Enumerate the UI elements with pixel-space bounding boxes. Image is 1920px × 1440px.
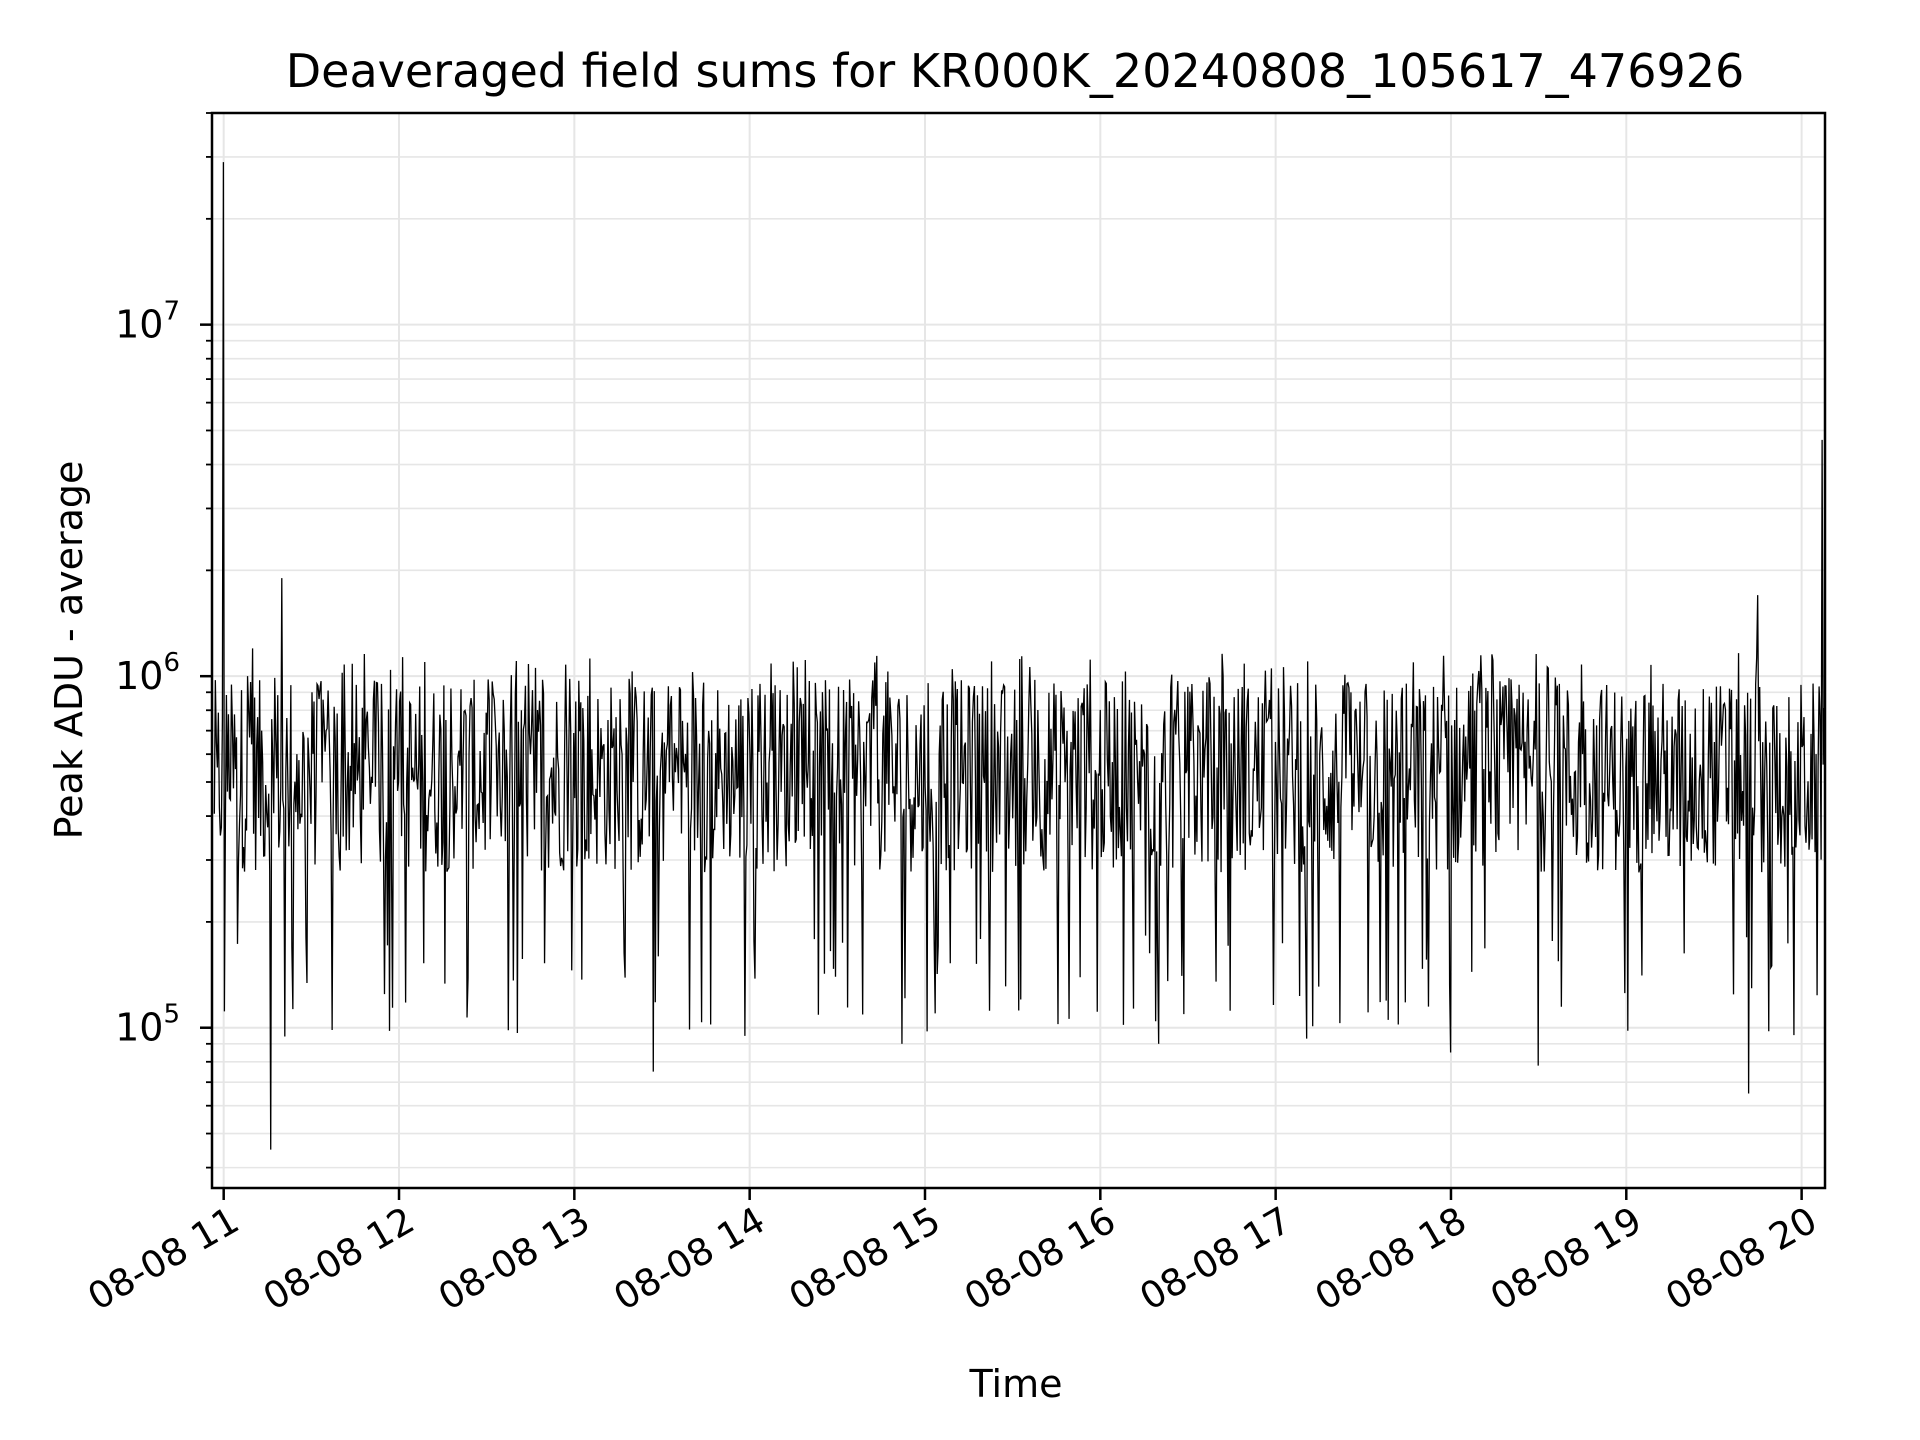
plot-frame <box>210 111 1827 1190</box>
series-layer <box>213 162 1825 1150</box>
x-axis-label: Time <box>969 1362 1063 1406</box>
y-axis: 105 106 107 <box>115 112 212 1169</box>
y-axis-label: Peak ADU - average <box>47 461 91 840</box>
series-line <box>213 162 1825 1150</box>
y-tick-label: 106 <box>115 648 180 698</box>
y-tick-label: 105 <box>115 1000 180 1050</box>
chart-title: Deaveraged field sums for KR000K_2024080… <box>286 44 1745 98</box>
y-tick-label: 107 <box>115 297 180 347</box>
grid-lines <box>212 112 1825 1188</box>
